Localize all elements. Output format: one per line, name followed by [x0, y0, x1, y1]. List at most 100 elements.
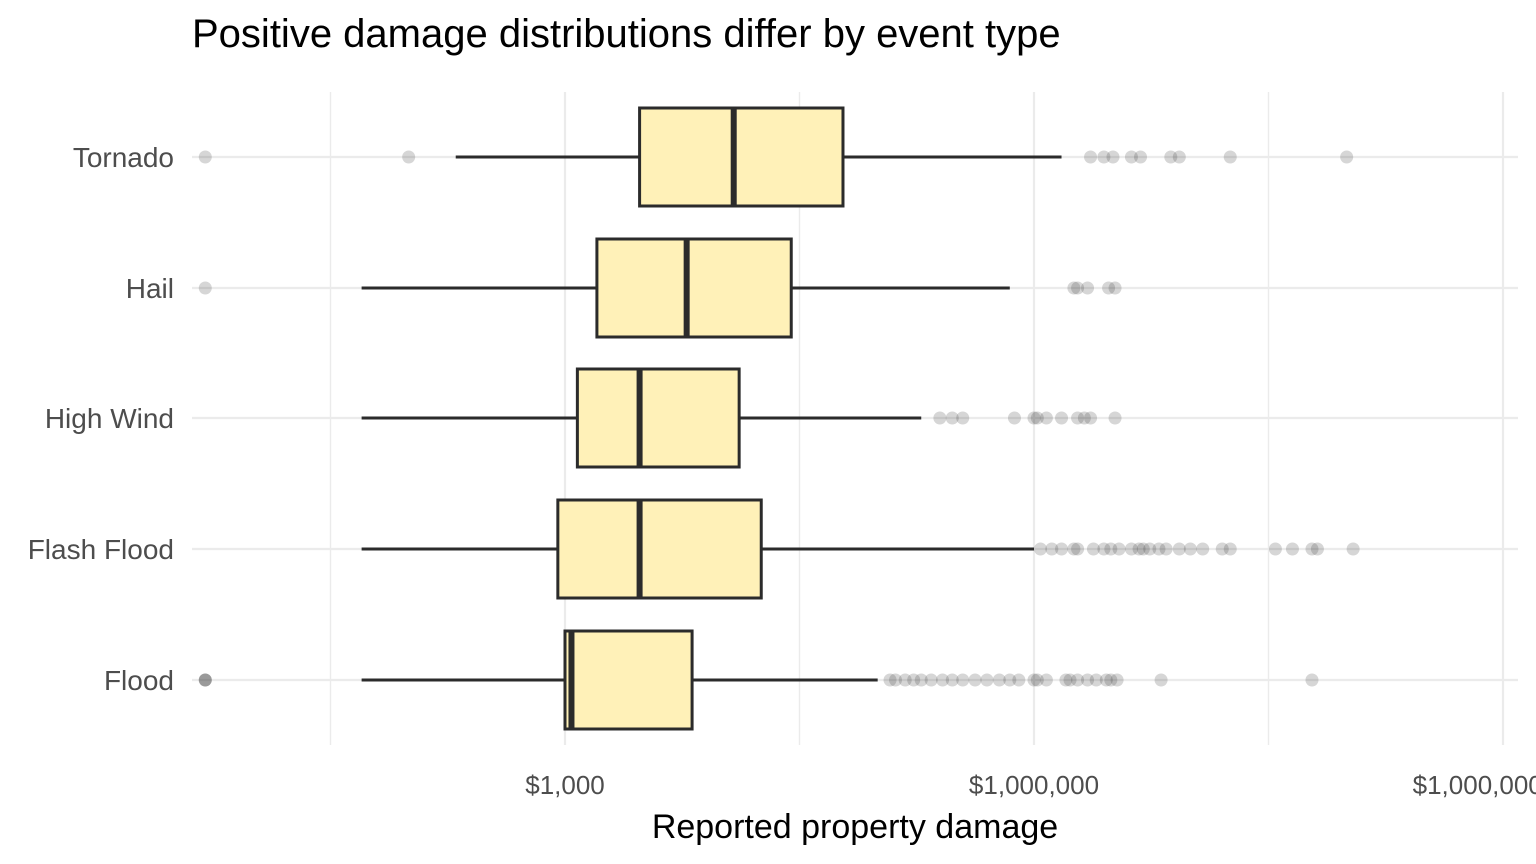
outlier-point: [1067, 281, 1081, 295]
outlier-point: [924, 673, 938, 687]
box-layer: [198, 106, 1360, 731]
outlier-point: [1071, 542, 1085, 556]
outlier-point: [1154, 673, 1168, 687]
y-tick-label: Tornado: [73, 142, 174, 173]
outlier-point: [1164, 150, 1178, 164]
outlier-point: [907, 673, 921, 687]
outlier-point: [1104, 542, 1118, 556]
outlier-point: [1159, 542, 1173, 556]
outlier-point: [1081, 281, 1095, 295]
outlier-point: [1106, 150, 1120, 164]
outlier-point: [945, 673, 959, 687]
outlier-point: [1039, 411, 1053, 425]
box-flash-flood: [361, 498, 1360, 600]
outlier-point: [1045, 542, 1059, 556]
box-high-wind: [361, 367, 1122, 469]
outlier-point: [1063, 673, 1077, 687]
outlier-point: [1084, 150, 1098, 164]
outlier-point: [1108, 411, 1122, 425]
outlier-point: [1084, 411, 1098, 425]
outlier-point: [1124, 150, 1138, 164]
outlier-point: [1086, 542, 1100, 556]
iqr-box: [563, 629, 694, 731]
outlier-point: [1183, 542, 1197, 556]
box-tornado: [198, 106, 1354, 208]
x-tick-label: $1,000,000: [969, 770, 1099, 800]
x-tick-label: $1,000: [525, 770, 605, 800]
label-layer: $1,000 $1,000,000 $1,000,000,000 Tornado Hai…: [28, 142, 1536, 800]
iqr-box: [556, 498, 763, 600]
outlier-point: [198, 150, 212, 164]
iqr-box: [595, 237, 793, 339]
outlier-point: [1071, 281, 1085, 295]
outlier-point: [1124, 542, 1138, 556]
outlier-point: [1071, 673, 1085, 687]
outlier-point: [1285, 542, 1299, 556]
outlier-point: [1223, 542, 1237, 556]
outlier-point: [1136, 542, 1150, 556]
outlier-point: [198, 673, 212, 687]
outlier-point: [1223, 150, 1237, 164]
outlier-point: [1071, 411, 1085, 425]
box-flood: [198, 629, 1319, 731]
outlier-point: [1305, 542, 1319, 556]
outlier-point: [1003, 673, 1017, 687]
y-tick-label: High Wind: [45, 403, 174, 434]
x-tick-label: $1,000,000,000: [1413, 770, 1536, 800]
outlier-point: [888, 673, 902, 687]
outlier-point: [1099, 673, 1113, 687]
outlier-point: [1097, 542, 1111, 556]
outlier-point: [1012, 673, 1026, 687]
y-tick-label: Flash Flood: [28, 534, 174, 565]
outlier-point: [1030, 673, 1044, 687]
outlier-point: [883, 673, 897, 687]
outlier-point: [1067, 542, 1081, 556]
outlier-point: [1039, 673, 1053, 687]
outlier-point: [956, 673, 970, 687]
outlier-point: [1007, 411, 1021, 425]
outlier-point: [1027, 673, 1041, 687]
outlier-point: [198, 281, 212, 295]
outlier-point: [198, 673, 212, 687]
outlier-point: [1346, 542, 1360, 556]
outlier-point: [1268, 542, 1282, 556]
outlier-point: [1110, 673, 1124, 687]
outlier-point: [1196, 542, 1210, 556]
outlier-point: [933, 411, 947, 425]
outlier-point: [968, 673, 982, 687]
outlier-point: [198, 673, 212, 687]
iqr-box: [638, 106, 845, 208]
outlier-point: [1215, 542, 1229, 556]
box-hail: [198, 237, 1122, 339]
outlier-point: [1143, 542, 1157, 556]
y-tick-label: Flood: [104, 665, 174, 696]
outlier-point: [945, 411, 959, 425]
chart-title: Positive damage distributions differ by …: [192, 12, 1061, 56]
outlier-point: [914, 673, 928, 687]
outlier-point: [992, 673, 1006, 687]
outlier-point: [1059, 673, 1073, 687]
outlier-point: [1152, 542, 1166, 556]
outlier-point: [1132, 542, 1146, 556]
outlier-point: [1033, 542, 1047, 556]
outlier-point: [1108, 281, 1122, 295]
outlier-point: [898, 673, 912, 687]
outlier-point: [1305, 673, 1319, 687]
outlier-point: [1089, 673, 1103, 687]
outlier-point: [956, 411, 970, 425]
outlier-point: [402, 150, 416, 164]
outlier-point: [1172, 542, 1186, 556]
outlier-point: [980, 673, 994, 687]
x-axis-title: Reported property damage: [652, 808, 1058, 846]
outlier-point: [1340, 150, 1354, 164]
outlier-point: [1134, 150, 1148, 164]
outlier-point: [1081, 673, 1095, 687]
y-tick-label: Hail: [126, 273, 174, 304]
outlier-point: [1055, 542, 1069, 556]
outlier-point: [1112, 542, 1126, 556]
outlier-point: [1310, 542, 1324, 556]
outlier-point: [1097, 150, 1111, 164]
outlier-point: [1055, 411, 1069, 425]
outlier-point: [1027, 411, 1041, 425]
outlier-point: [936, 673, 950, 687]
